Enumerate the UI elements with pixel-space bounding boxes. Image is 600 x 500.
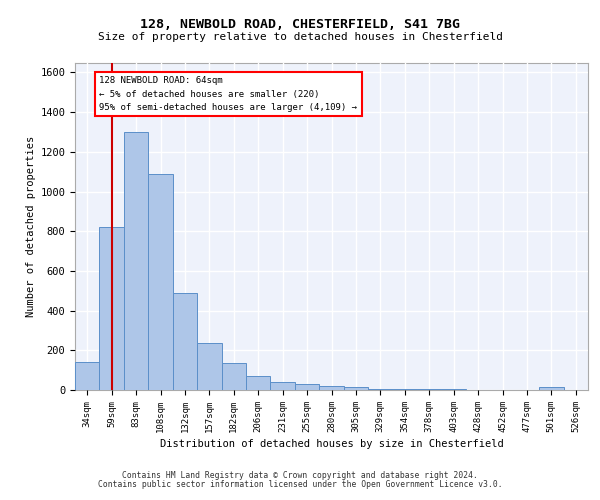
Bar: [173, 292, 197, 390]
Bar: [392, 389, 417, 390]
X-axis label: Distribution of detached houses by size in Chesterfield: Distribution of detached houses by size …: [160, 439, 503, 449]
Bar: [368, 389, 392, 390]
Bar: [271, 382, 295, 390]
Bar: [295, 384, 319, 390]
Bar: [417, 389, 442, 390]
Bar: [539, 387, 563, 390]
Bar: [246, 376, 271, 390]
Bar: [100, 227, 124, 390]
Bar: [221, 363, 246, 390]
Text: Contains public sector information licensed under the Open Government Licence v3: Contains public sector information licen…: [98, 480, 502, 489]
Bar: [75, 362, 100, 390]
Bar: [148, 174, 173, 390]
Text: 128, NEWBOLD ROAD, CHESTERFIELD, S41 7BG: 128, NEWBOLD ROAD, CHESTERFIELD, S41 7BG: [140, 18, 460, 30]
Bar: [124, 132, 148, 390]
Bar: [344, 387, 368, 390]
Text: 128 NEWBOLD ROAD: 64sqm
← 5% of detached houses are smaller (220)
95% of semi-de: 128 NEWBOLD ROAD: 64sqm ← 5% of detached…: [100, 76, 358, 112]
Text: Size of property relative to detached houses in Chesterfield: Size of property relative to detached ho…: [97, 32, 503, 42]
Text: Contains HM Land Registry data © Crown copyright and database right 2024.: Contains HM Land Registry data © Crown c…: [122, 471, 478, 480]
Y-axis label: Number of detached properties: Number of detached properties: [26, 136, 36, 317]
Bar: [197, 344, 221, 390]
Bar: [319, 386, 344, 390]
